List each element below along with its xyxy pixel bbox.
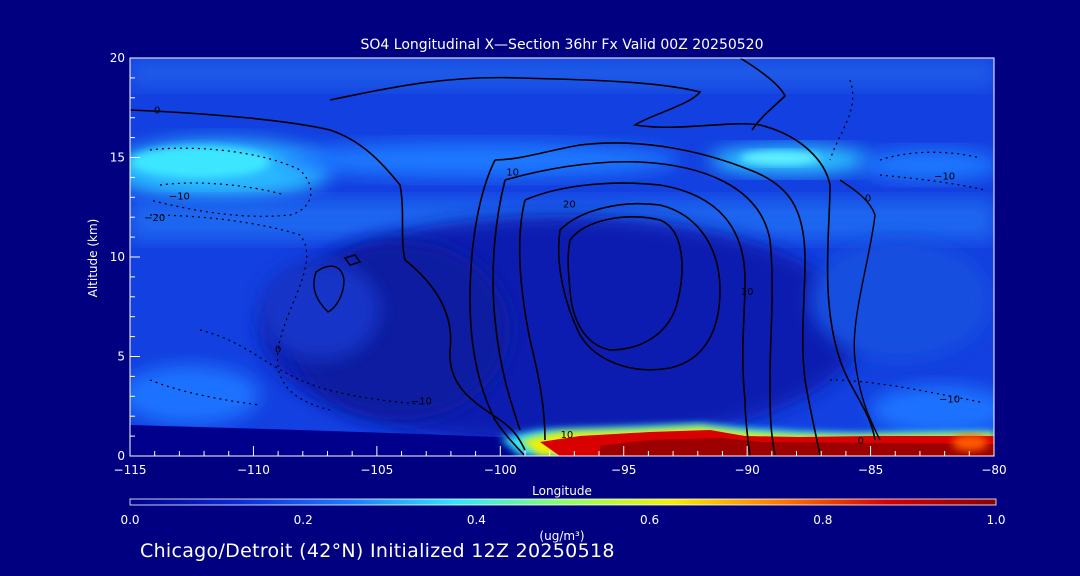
contour-lines <box>130 58 986 456</box>
y-tick-label: 5 <box>117 350 125 364</box>
contour-line-0 <box>130 109 526 451</box>
contour-label: −10 <box>411 396 432 407</box>
x-tick-label: −115 <box>114 463 147 477</box>
contour-line-15 <box>492 160 776 456</box>
contour-dotted-a <box>149 147 312 217</box>
x-tick-label: −105 <box>360 463 393 477</box>
colorbar-unit-label: (ug/m³) <box>539 529 584 543</box>
contour-label: 10 <box>506 167 519 178</box>
colorbar-tick-label: 0.6 <box>640 513 659 527</box>
colorbar-bar <box>129 498 997 506</box>
contour-line-10b <box>469 159 526 456</box>
contour-line-right-0 <box>839 179 881 441</box>
colorbar-tick-label: 0.8 <box>813 513 832 527</box>
contour-dotted-e <box>879 151 981 161</box>
contour-line-top-right <box>739 58 786 131</box>
y-tick-label: 10 <box>110 250 125 264</box>
colorbar-unit-text: (ug/m³) <box>539 529 584 543</box>
contour-line-small-tick <box>343 254 362 266</box>
contour-label: 0 <box>154 106 160 117</box>
x-tick-label: −90 <box>734 463 759 477</box>
contour-line-10a <box>494 142 821 456</box>
y-tick-label: 0 <box>117 449 125 463</box>
colorbar-tick-label: 1.0 <box>986 513 1005 527</box>
contour-label: 0 <box>275 345 281 356</box>
y-tick-label: 15 <box>110 151 125 165</box>
concentration-field <box>130 58 994 456</box>
colorbar-tick-label: 0.0 <box>120 513 139 527</box>
run-caption: Chicago/Detroit (42°N) Initialized 12Z 2… <box>140 540 615 562</box>
x-tick-label: −110 <box>237 463 270 477</box>
y-axis-label: Altitude (km) <box>86 219 100 298</box>
contour-label: −10 <box>939 394 960 405</box>
contour-line-small-loop <box>313 265 345 313</box>
contour-line-outer <box>329 76 876 441</box>
x-tick-label: −85 <box>858 463 883 477</box>
contour-dotted-h <box>829 379 981 403</box>
contour-label: 10 <box>741 287 754 298</box>
contour-label: 20 <box>563 199 576 210</box>
contour-dotted-b <box>159 182 286 196</box>
colorbar-tick-label: 0.2 <box>294 513 313 527</box>
chart-title: SO4 Longitudinal X—Section 36hr Fx Valid… <box>361 37 764 53</box>
x-tick-label: −95 <box>611 463 636 477</box>
x-tick-label: −80 <box>981 463 1006 477</box>
colorbar: (ug/m³) 0.0 0.2 0.4 0.6 0.8 1.0 <box>120 498 1006 543</box>
colorbar-tick-label: 0.4 <box>467 513 486 527</box>
contour-line-20 <box>518 182 751 456</box>
x-axis-label: Longitude <box>532 484 592 498</box>
contour-labels: 0 −10 −20 10 20 10 0 −10 −10 0 −10 10 0 <box>144 106 960 447</box>
contour-label: 0 <box>858 436 864 447</box>
y-tick-label: 20 <box>110 51 125 65</box>
contour-label: −10 <box>934 171 955 182</box>
contour-label: 0 <box>865 193 871 204</box>
contour-line-25 <box>557 202 721 371</box>
x-tick-label: −100 <box>484 463 517 477</box>
contour-line-30 <box>567 216 683 351</box>
contour-label: 10 <box>561 430 574 441</box>
contour-label: −20 <box>144 213 165 224</box>
contour-label: −10 <box>169 191 190 202</box>
contour-dotted-c <box>149 214 331 411</box>
